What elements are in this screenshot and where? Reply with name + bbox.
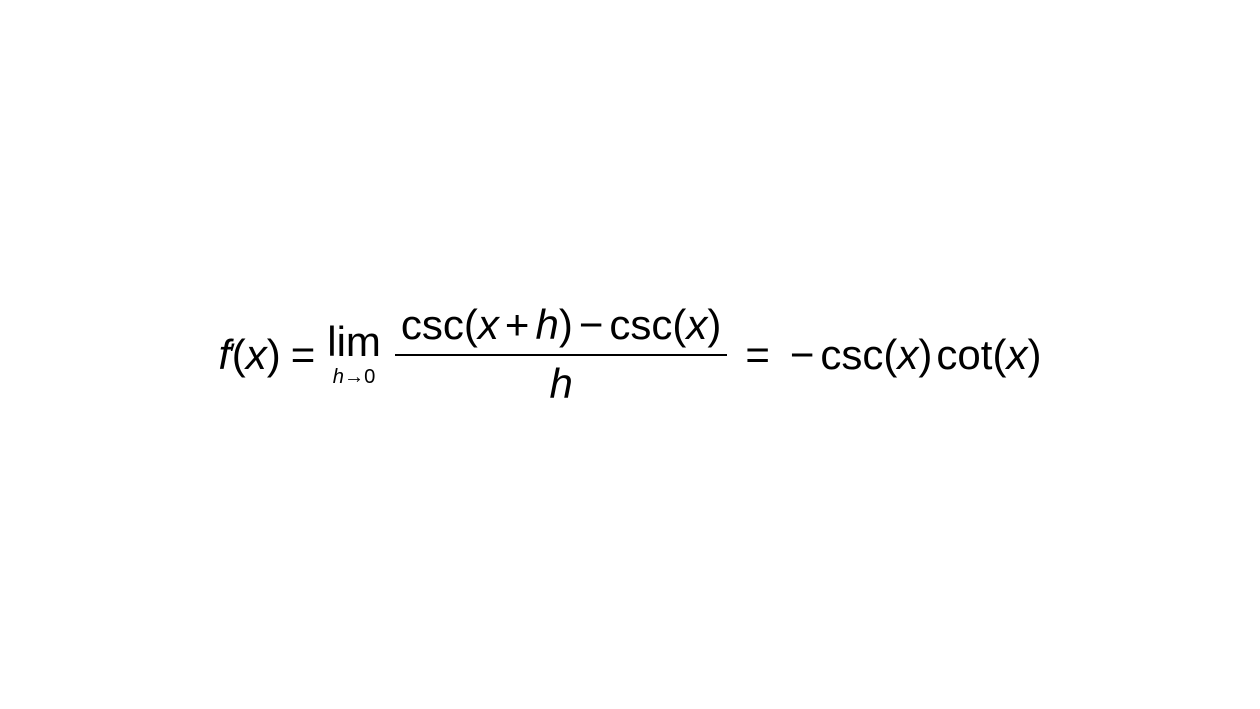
rparen: ) (918, 334, 932, 376)
lim-zero: 0 (364, 366, 375, 388)
equals-sign: = (291, 334, 316, 376)
fraction-denominator: h (543, 358, 578, 410)
csc-func: csc (401, 301, 464, 349)
limit-operator: lim h→0 (327, 321, 381, 387)
variable-x: x (246, 334, 267, 376)
lparen: ( (992, 334, 1006, 376)
variable-x: x (686, 301, 707, 349)
negative-sign: − (790, 334, 815, 376)
lparen: ( (883, 334, 897, 376)
lim-sub-h: h (333, 366, 344, 388)
lim-word: lim (327, 321, 381, 363)
lparen: ( (464, 301, 478, 349)
equals-sign: = (745, 334, 770, 376)
variable-x: x (1006, 334, 1027, 376)
fraction-bar (395, 354, 727, 356)
fraction-numerator: csc ( x + h ) − csc ( x ) (395, 299, 727, 351)
lparen: ( (672, 301, 686, 349)
csc-func: csc (820, 334, 883, 376)
rparen: ) (267, 334, 281, 376)
equation-stage: f ′ ( x ) = lim h→0 csc ( x + h ) − csc … (0, 0, 1260, 709)
variable-h: h (535, 301, 558, 349)
variable-x: x (478, 301, 499, 349)
minus-sign: − (579, 301, 604, 349)
variable-x: x (897, 334, 918, 376)
derivative-csc-equation: f ′ ( x ) = lim h→0 csc ( x + h ) − csc … (219, 299, 1042, 410)
lim-arrow: → (344, 366, 364, 388)
lim-subscript: h→0 (333, 367, 376, 387)
lparen: ( (232, 334, 246, 376)
csc-func: csc (609, 301, 672, 349)
rparen: ) (559, 301, 573, 349)
plus-sign: + (505, 301, 530, 349)
rparen: ) (1027, 334, 1041, 376)
cot-func: cot (936, 334, 992, 376)
difference-quotient-fraction: csc ( x + h ) − csc ( x ) h (395, 299, 727, 410)
rparen: ) (707, 301, 721, 349)
variable-h: h (549, 360, 572, 408)
